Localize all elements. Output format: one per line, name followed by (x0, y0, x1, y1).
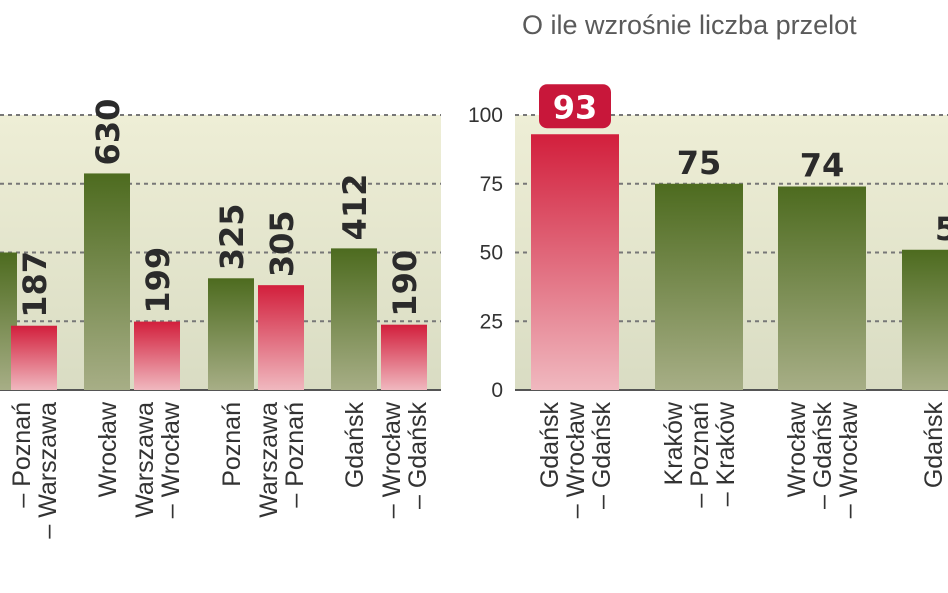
data-label: 325 (213, 203, 251, 270)
x-tick-label: – Wrocław (378, 401, 406, 518)
x-tick-label: Gdańsk (920, 402, 948, 489)
y-tick-label: 0 (491, 379, 503, 402)
data-label: 630 (89, 99, 127, 166)
bar (902, 249, 948, 390)
x-tick-label: Gdańsk (341, 402, 369, 489)
x-tick-label: – Wrocław (835, 401, 863, 518)
y-tick-label: 25 (480, 310, 503, 333)
x-tick-label: – Kraków (712, 401, 740, 506)
x-tick-label: Kraków (660, 401, 688, 485)
x-tick-label: – Gdańsk (404, 402, 432, 510)
bar (134, 321, 180, 390)
x-tick-label: Wrocław (94, 401, 122, 497)
x-tick-label: Warszawa (255, 402, 283, 518)
bar (331, 248, 377, 390)
x-tick-label: – Krak (946, 402, 948, 475)
x-tick-label: Wrocław (783, 401, 811, 497)
data-label: 74 (800, 147, 845, 185)
bar (84, 173, 130, 390)
data-label: 93 (553, 88, 598, 126)
x-tick-label: – Gdańsk (588, 402, 616, 510)
x-tick-label: – Wrocław (562, 401, 590, 518)
y-tick-label: 50 (480, 242, 503, 265)
data-label: 5 (935, 210, 948, 248)
y-tick-label: 75 (480, 173, 503, 196)
chart-title: O ile wzrośnie liczba przelot (522, 10, 857, 40)
data-label: 199 (139, 247, 177, 314)
bar (655, 183, 743, 390)
data-label: 187 (16, 251, 54, 318)
bar (531, 134, 619, 390)
x-tick-label: Poznań (218, 402, 246, 487)
x-tick-label: Warszawa (131, 402, 159, 518)
bar (778, 186, 866, 390)
x-tick-label: – Poznań (686, 402, 714, 508)
x-tick-label: – Gdańsk (809, 402, 837, 510)
highlight-badge (539, 84, 611, 129)
x-tick-label: – Poznań (281, 402, 309, 508)
y-tick-label: 100 (468, 104, 503, 127)
data-label: 305 (263, 210, 301, 277)
data-label: 190 (386, 250, 424, 317)
bar (381, 324, 427, 390)
left-bar-chart: 187– Poznań– Warszawa630Wrocław199Warsza… (0, 99, 441, 539)
x-tick-label: – Wrocław (157, 401, 185, 518)
data-label: 75 (677, 144, 722, 182)
data-label: 412 (336, 174, 374, 241)
x-tick-label: Gdańsk (536, 402, 564, 489)
bar (258, 285, 304, 390)
bar (11, 325, 57, 390)
x-tick-label: – Warszawa (34, 402, 62, 539)
x-tick-label: – Poznań (8, 402, 36, 508)
bar (208, 278, 254, 390)
